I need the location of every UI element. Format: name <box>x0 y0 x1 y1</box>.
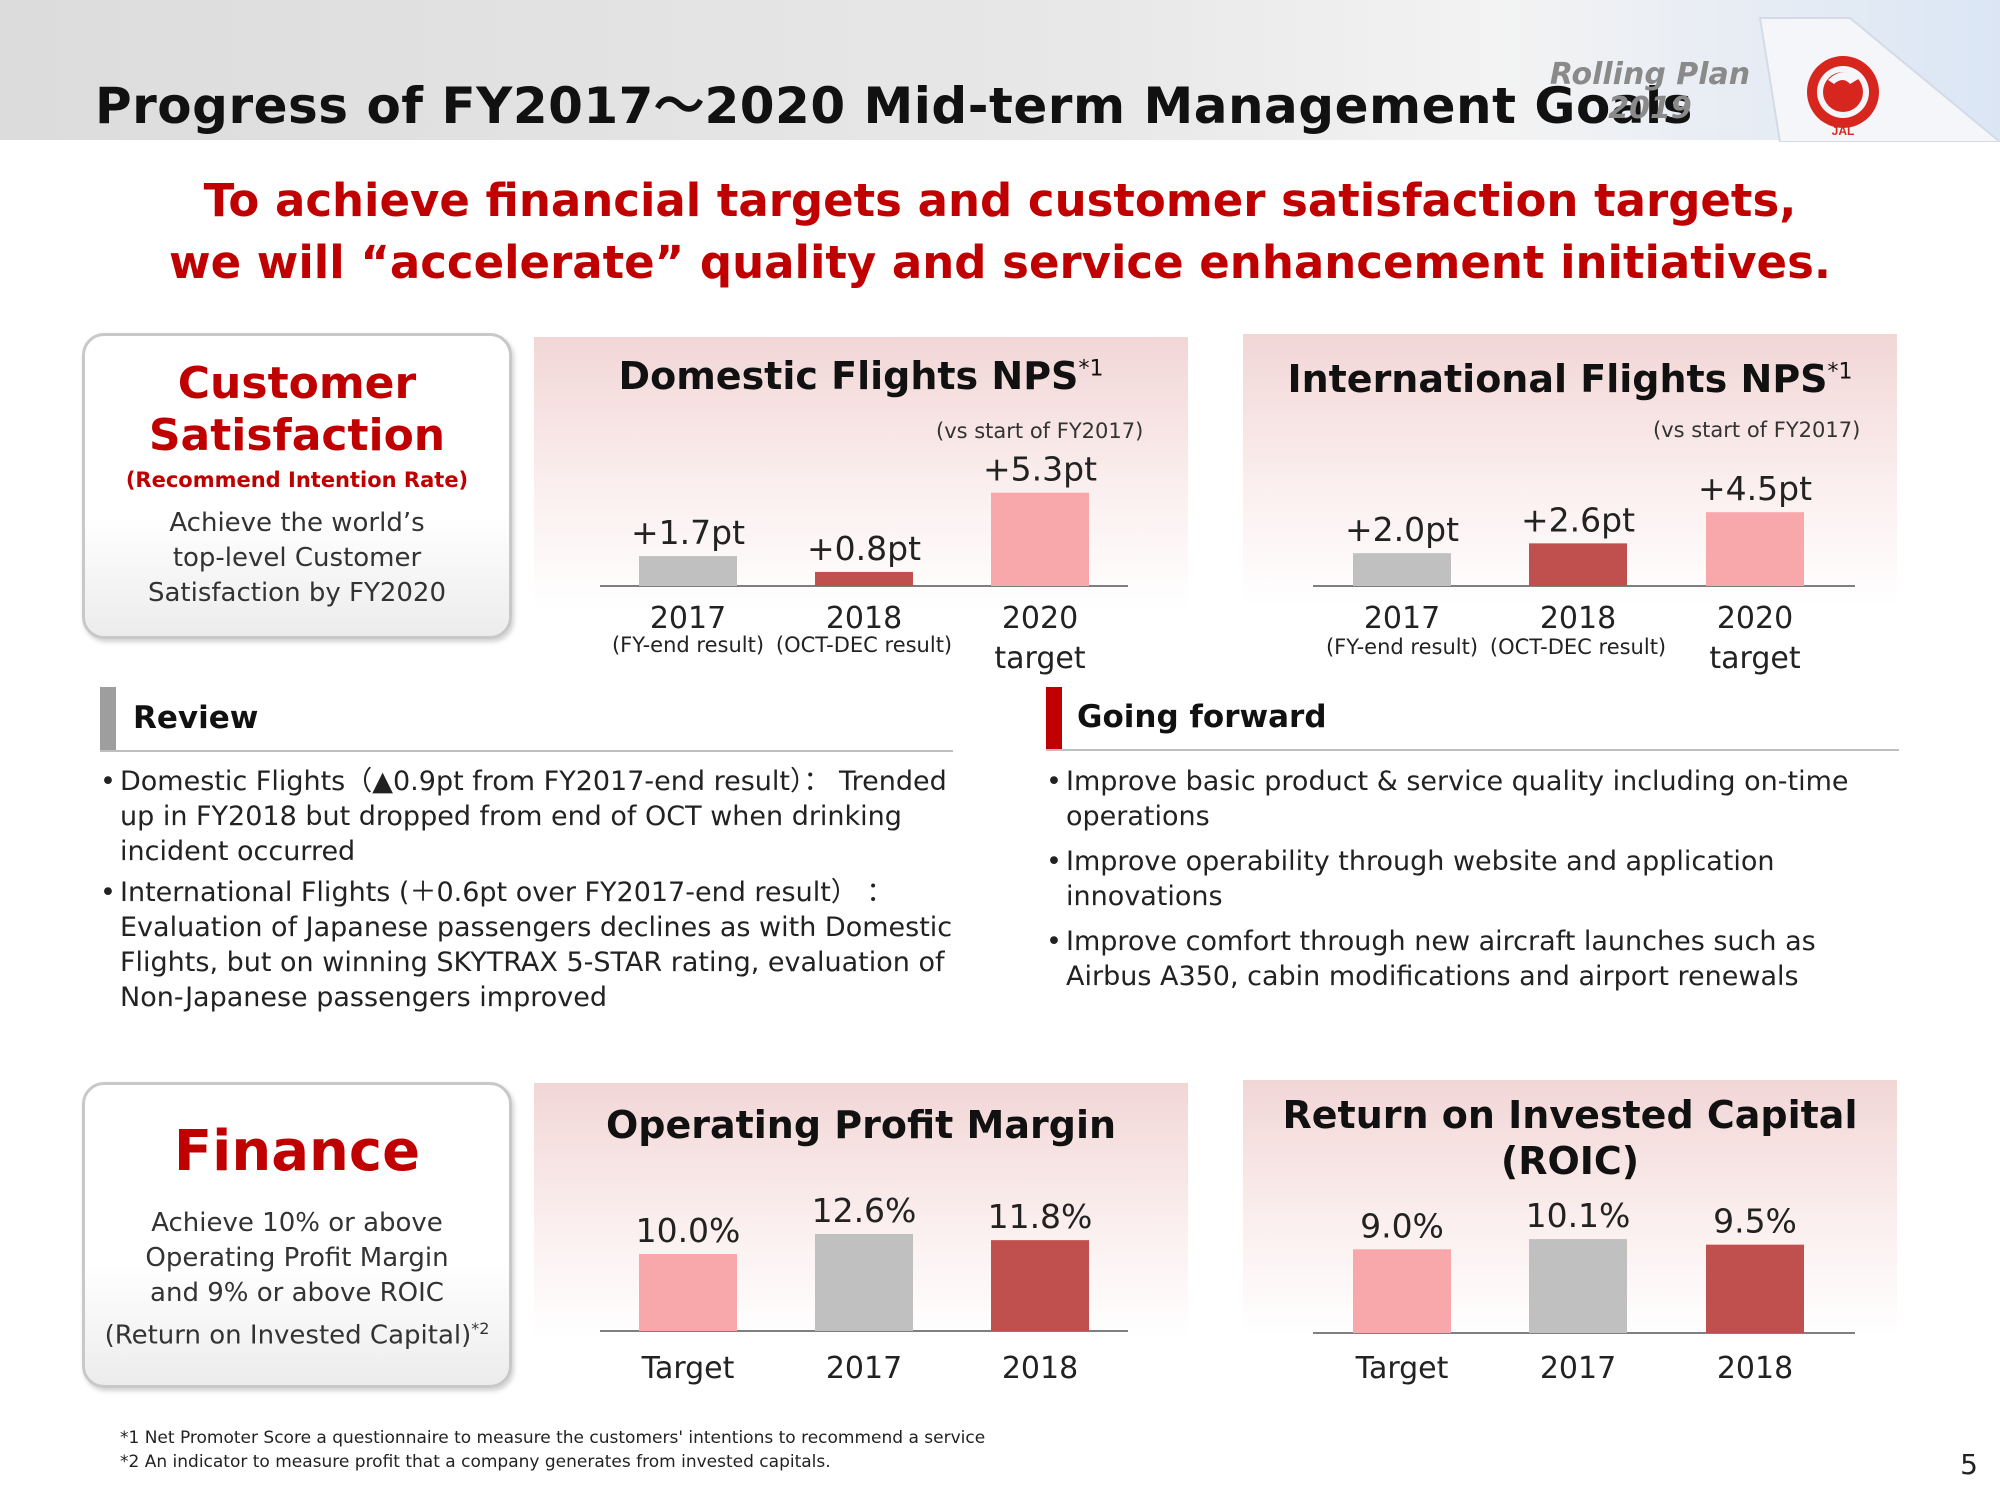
header-bar <box>0 0 2000 140</box>
review-divider <box>100 750 953 752</box>
finance-card-desc-4-text: (Return on Invested Capital) <box>104 1320 472 1351</box>
opm-title: Operating Profit Margin <box>605 1103 1117 1147</box>
domestic-nps-title: Domestic Flights NPS*1 <box>534 354 1188 398</box>
forward-item: Improve operability through website and … <box>1046 844 1886 914</box>
page-number: 5 <box>1960 1448 1978 1481</box>
forward-accent-bar <box>1046 687 1062 751</box>
forward-divider <box>1046 749 1899 751</box>
forward-item: Improve basic product & service quality … <box>1046 764 1886 834</box>
crane-icon <box>1807 56 1879 128</box>
customer-card-title-1: Customer <box>177 358 417 409</box>
finance-card-desc-3: and 9% or above ROIC <box>150 1278 444 1308</box>
review-list: Domestic Flights（▲0.9pt from FY2017-end … <box>100 764 970 1021</box>
rolling-plan-year: 2019 <box>1608 91 1692 126</box>
international-nps-note: (vs start of FY2017) <box>1653 418 1861 442</box>
finance-card-desc-2: Operating Profit Margin <box>145 1243 449 1273</box>
finance-card: Finance Achieve 10% or above Operating P… <box>82 1082 512 1388</box>
customer-card-desc-3: Satisfaction by FY2020 <box>147 578 446 608</box>
roic-panel: Return on Invested Capital (ROIC) <box>1243 1080 1897 1400</box>
headline-line-2: we will “accelerate” quality and service… <box>169 236 1831 289</box>
domestic-nps-panel: Domestic Flights NPS*1 (vs start of FY20… <box>534 337 1188 677</box>
finance-card-desc-4: (Return on Invested Capital)*2 <box>85 1311 509 1354</box>
footnote-1: *1 Net Promoter Score a questionnaire to… <box>120 1428 986 1448</box>
domestic-nps-title-text: Domestic Flights NPS <box>618 354 1079 398</box>
roic-title-line-1: Return on Invested Capital <box>1282 1093 1858 1137</box>
operating-profit-margin-panel: Operating Profit Margin <box>534 1083 1188 1403</box>
forward-heading: Going forward <box>1077 699 1327 735</box>
international-nps-title-note: *1 <box>1827 359 1853 385</box>
customer-card-desc-1: Achieve the world’s <box>169 508 425 538</box>
international-nps-title: International Flights NPS*1 <box>1243 357 1897 401</box>
domestic-nps-note: (vs start of FY2017) <box>936 419 1144 443</box>
review-item: Domestic Flights（▲0.9pt from FY2017-end … <box>100 764 970 869</box>
domestic-nps-title-note: *1 <box>1078 356 1104 382</box>
footnote-2: *2 An indicator to measure profit that a… <box>120 1452 831 1472</box>
review-heading: Review <box>133 700 259 736</box>
headline-line-1: To achieve financial targets and custome… <box>203 174 1797 227</box>
page-title: Progress of FY2017～2020 Mid-term Managem… <box>95 77 1693 135</box>
review-accent-bar <box>100 687 116 751</box>
finance-card-title: Finance <box>173 1119 421 1184</box>
international-nps-title-text: International Flights NPS <box>1287 357 1828 401</box>
customer-card-subtitle: (Recommend Intention Rate) <box>125 468 469 492</box>
rolling-plan-text: Rolling Plan <box>1549 57 1751 92</box>
finance-card-desc-1: Achieve 10% or above <box>151 1208 443 1238</box>
rolling-plan-label: Rolling Plan 2019 <box>1540 58 1760 126</box>
roic-title-line-2: (ROIC) <box>1500 1139 1640 1183</box>
customer-satisfaction-card: Customer Satisfaction (Recommend Intenti… <box>82 333 512 639</box>
finance-card-note: *2 <box>471 1319 490 1338</box>
international-nps-panel: International Flights NPS*1 (vs start of… <box>1243 334 1897 674</box>
customer-card-title-2: Satisfaction <box>148 410 446 461</box>
review-item: International Flights (＋0.6pt over FY201… <box>100 875 970 1015</box>
customer-card-desc-2: top-level Customer <box>172 543 422 573</box>
forward-list: Improve basic product & service quality … <box>1046 764 1886 1000</box>
logo-text: JAL <box>1832 124 1855 138</box>
roic-title: Return on Invested Capital (ROIC) <box>1243 1092 1897 1184</box>
forward-item: Improve comfort through new aircraft lau… <box>1046 924 1886 994</box>
jal-tail-logo: JAL <box>1758 17 2000 142</box>
